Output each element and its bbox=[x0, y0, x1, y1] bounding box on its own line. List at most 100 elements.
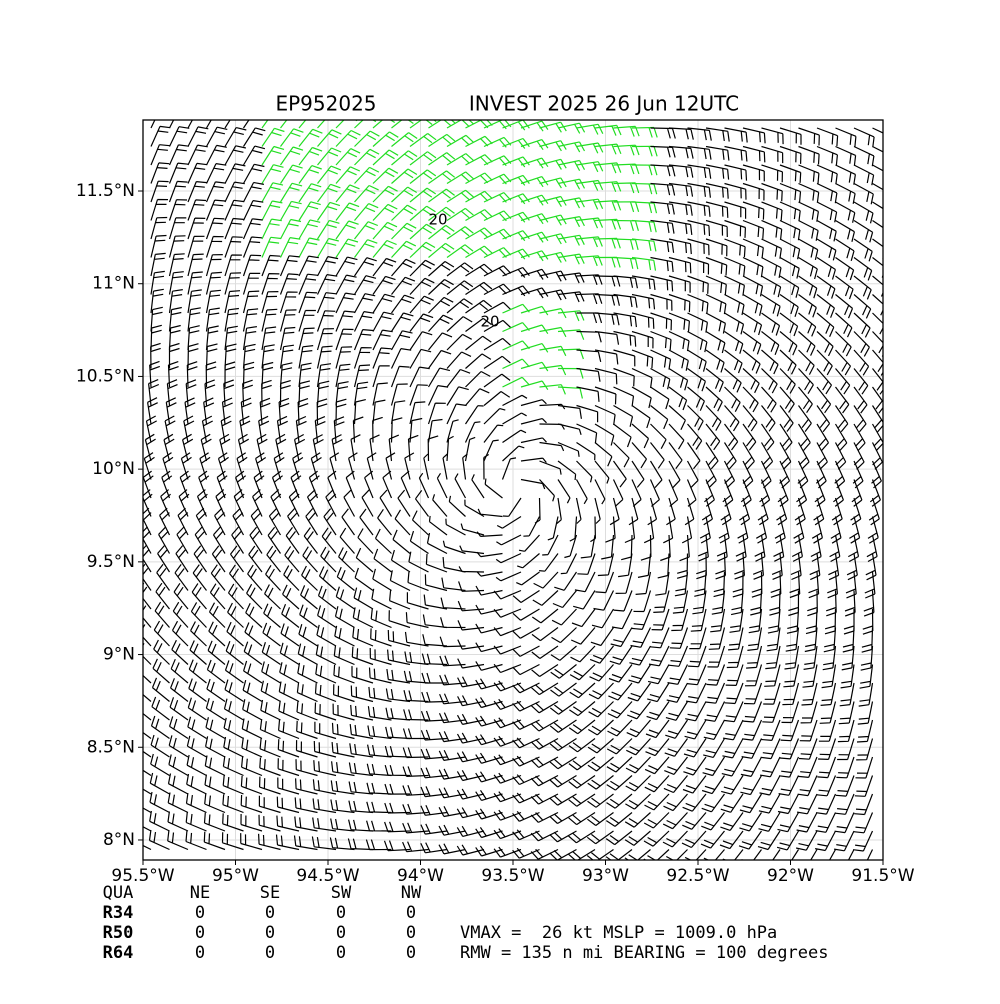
wind-barb bbox=[330, 780, 355, 795]
wind-barb bbox=[853, 830, 874, 852]
wind-barb bbox=[232, 507, 245, 536]
wind-barb bbox=[594, 237, 621, 249]
wind-barb bbox=[557, 159, 586, 171]
wind-barb bbox=[242, 236, 262, 258]
wind-barb bbox=[853, 423, 866, 452]
wind-barb bbox=[240, 794, 263, 814]
wind-barb bbox=[665, 701, 689, 721]
wind-barb bbox=[313, 740, 337, 758]
wind-barb bbox=[626, 719, 651, 738]
wind-barb bbox=[835, 201, 856, 223]
table-cell: 0 bbox=[336, 923, 346, 943]
wind-barb bbox=[687, 442, 701, 470]
wind-barb bbox=[243, 120, 250, 129]
wind-barb bbox=[465, 370, 491, 388]
wind-barb bbox=[631, 330, 654, 349]
wind-barb bbox=[628, 664, 652, 684]
wind-barb bbox=[188, 659, 207, 684]
wind-barb bbox=[776, 497, 788, 526]
wind-barb bbox=[608, 664, 633, 683]
wind-barb bbox=[816, 294, 835, 318]
wind-barb bbox=[631, 219, 657, 233]
wind-barb bbox=[742, 219, 765, 239]
wind-barb bbox=[298, 201, 321, 221]
wind-barb bbox=[148, 379, 160, 406]
wind-barb bbox=[576, 217, 604, 229]
wind-barb bbox=[687, 201, 711, 217]
wind-barb bbox=[818, 719, 837, 742]
wind-barb bbox=[223, 717, 244, 740]
wind-barb bbox=[236, 452, 248, 480]
wind-barb bbox=[268, 507, 282, 536]
wind-barb bbox=[316, 345, 333, 369]
wind-barb bbox=[483, 408, 506, 425]
wind-barb bbox=[150, 198, 169, 221]
wind-barb bbox=[557, 216, 585, 228]
wind-barb bbox=[476, 571, 503, 577]
wind-barb bbox=[533, 571, 559, 589]
wind-barb bbox=[168, 120, 175, 129]
wind-barb bbox=[148, 829, 170, 851]
wind-barb bbox=[761, 719, 781, 741]
wind-barb bbox=[445, 518, 466, 536]
wind-barb bbox=[803, 645, 818, 670]
wind-barb bbox=[590, 627, 614, 647]
wind-barb bbox=[296, 701, 318, 721]
wind-barb bbox=[520, 457, 547, 463]
wind-barb bbox=[804, 627, 818, 653]
wind-barb bbox=[409, 401, 426, 425]
wind-barb bbox=[502, 156, 530, 168]
wind-barb bbox=[742, 238, 764, 259]
wind-barb bbox=[193, 545, 207, 573]
wind-barb bbox=[279, 237, 301, 258]
wind-barb bbox=[330, 818, 355, 832]
wind-barb bbox=[794, 497, 806, 526]
wind-barb bbox=[853, 386, 868, 414]
wind-barb bbox=[557, 141, 586, 153]
wind-barb bbox=[446, 171, 474, 185]
wind-barb bbox=[779, 219, 801, 241]
table-header: SE bbox=[260, 883, 280, 903]
wind-barb bbox=[666, 497, 676, 526]
wind-barb bbox=[816, 405, 831, 433]
wind-barb bbox=[305, 508, 319, 536]
wind-barb bbox=[205, 144, 227, 166]
wind-barb bbox=[187, 120, 194, 129]
wind-barb bbox=[242, 343, 256, 369]
wind-barb bbox=[631, 442, 648, 469]
wind-barb bbox=[409, 331, 433, 351]
wind-barb bbox=[279, 255, 300, 277]
wind-barb bbox=[205, 736, 226, 758]
wind-barb bbox=[391, 294, 415, 314]
wind-barb bbox=[409, 348, 432, 369]
wind-barb bbox=[669, 627, 689, 649]
wind-barb bbox=[798, 756, 818, 778]
wind-barb bbox=[353, 347, 372, 369]
wind-barb bbox=[750, 590, 763, 616]
wind-barb bbox=[298, 273, 318, 295]
wind-barb bbox=[391, 150, 418, 166]
wind-barb bbox=[742, 275, 764, 297]
wind-barb bbox=[391, 222, 417, 240]
wind-barb bbox=[761, 164, 783, 183]
wind-barb bbox=[647, 664, 670, 685]
wind-barb bbox=[776, 830, 800, 851]
wind-barb bbox=[761, 312, 781, 336]
wind-barb bbox=[779, 238, 801, 260]
wind-barb bbox=[483, 453, 490, 480]
wind-barb bbox=[400, 470, 411, 499]
wind-barb bbox=[143, 844, 152, 851]
wind-barb bbox=[569, 516, 578, 542]
wind-barb bbox=[462, 453, 468, 480]
wind-barb bbox=[310, 452, 322, 480]
wind-barb bbox=[631, 349, 654, 369]
wind-barb bbox=[606, 738, 633, 755]
wind-barb bbox=[298, 362, 312, 388]
wind-barb bbox=[760, 442, 774, 470]
wind-barb bbox=[493, 809, 522, 821]
wind-barb bbox=[295, 740, 318, 758]
wind-barb bbox=[761, 368, 778, 394]
wind-barb bbox=[625, 756, 651, 774]
wind-barb bbox=[150, 715, 170, 739]
wind-barb bbox=[367, 744, 392, 758]
